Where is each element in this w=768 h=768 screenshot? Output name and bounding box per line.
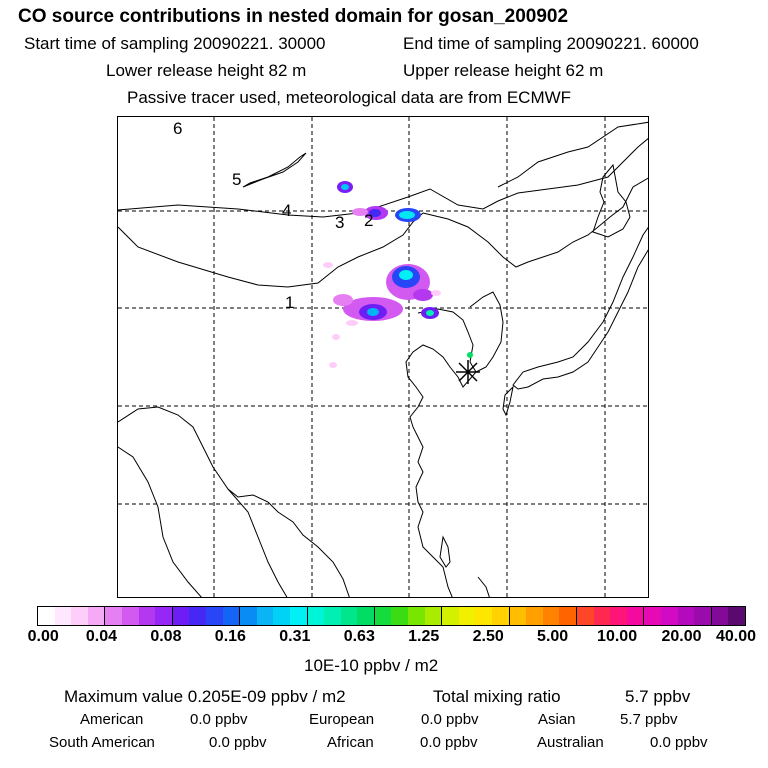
- colorbar-segment: [424, 607, 443, 625]
- region-name-american: American: [80, 711, 144, 728]
- total-mixing-label: Total mixing ratio: [433, 687, 561, 706]
- colorbar-segment: [526, 607, 543, 625]
- colorbar-tick-label: 10.00: [597, 628, 638, 645]
- colorbar-segment: [71, 607, 88, 625]
- start-time: Start time of sampling 20090221. 30000: [24, 34, 326, 53]
- map-canvas: [118, 117, 648, 597]
- colorbar-tick-label: 0.04: [85, 628, 118, 645]
- region-name-european: European: [309, 711, 375, 728]
- coastlines-borders: [118, 121, 648, 597]
- map-panel: 1 2 3 4 5 6: [117, 116, 649, 598]
- colorbar-segment: [475, 607, 493, 625]
- receptor-star-icon: [456, 360, 480, 384]
- upper-release-height: Upper release height 62 m: [403, 61, 604, 80]
- colorbar-segment: [677, 607, 695, 625]
- colorbar-segment: [222, 607, 241, 625]
- trajectory-label-3: 3: [335, 213, 345, 232]
- colorbar-segment: [172, 607, 190, 625]
- colorbar-segment: [660, 607, 678, 625]
- colorbar-segment: [87, 607, 106, 625]
- region-value-asian: 5.7 ppbv: [620, 711, 678, 728]
- colorbar-segment: [307, 607, 325, 625]
- trajectory-label-6: 6: [173, 119, 183, 138]
- colorbar-segment: [340, 607, 358, 625]
- colorbar: [37, 606, 746, 626]
- colorbar-segment: [189, 607, 206, 625]
- trajectory-label-5: 5: [232, 170, 242, 189]
- total-mixing-value: 5.7 ppbv: [625, 687, 691, 706]
- colorbar-segment: [357, 607, 375, 625]
- maximum-value: Maximum value 0.205E-09 ppbv / m2: [64, 687, 346, 706]
- colorbar-segment: [458, 607, 476, 625]
- colorbar-tick-label: 2.50: [472, 628, 504, 645]
- concentration-field: [323, 181, 473, 368]
- colorbar-segment: [324, 607, 341, 625]
- colorbar-segment: [289, 607, 308, 625]
- colorbar-segment: [121, 607, 139, 625]
- colorbar-tick-label: 20.00: [661, 628, 702, 645]
- colorbar-segment: [542, 607, 560, 625]
- colorbar-segment: [593, 607, 611, 625]
- colorbar-segment: [273, 607, 290, 625]
- tracer-note: Passive tracer used, meteorological data…: [127, 88, 572, 107]
- colorbar-segment: [54, 607, 72, 625]
- colorbar-tick-label: 0.16: [214, 628, 246, 645]
- colorbar-segment: [610, 607, 627, 625]
- end-time: End time of sampling 20090221. 60000: [403, 34, 699, 53]
- colorbar-units: 10E-10 ppbv / m2: [304, 656, 439, 675]
- colorbar-segment: [577, 607, 594, 625]
- region-value-african: 0.0 ppbv: [420, 734, 478, 751]
- colorbar-segment: [728, 607, 745, 625]
- colorbar-segment: [374, 607, 392, 625]
- colorbar-segment: [442, 607, 459, 625]
- colorbar-segment: [559, 607, 577, 625]
- colorbar-tick-label: 0.31: [279, 628, 311, 645]
- region-value-south-american: 0.0 ppbv: [209, 734, 267, 751]
- colorbar-segment: [626, 607, 645, 625]
- colorbar-segment: [408, 607, 425, 625]
- trajectory-label-4: 4: [282, 201, 292, 220]
- region-name-australian: Australian: [537, 734, 604, 751]
- colorbar-segment: [138, 607, 156, 625]
- colorbar-tick-label: 40.00: [715, 628, 757, 645]
- region-value-australian: 0.0 ppbv: [650, 734, 708, 751]
- colorbar-segment: [256, 607, 274, 625]
- region-value-european: 0.0 ppbv: [421, 711, 479, 728]
- colorbar-tick-label: 0.00: [27, 628, 59, 645]
- region-name-african: African: [327, 734, 374, 751]
- colorbar-segment: [205, 607, 223, 625]
- colorbar-tick-label: 5.00: [537, 628, 569, 645]
- region-name-asian: Asian: [538, 711, 576, 728]
- region-name-south-american: South American: [49, 734, 155, 751]
- colorbar-segment: [391, 607, 409, 625]
- colorbar-segment: [644, 607, 661, 625]
- colorbar-segment: [105, 607, 122, 625]
- colorbar-segment: [38, 607, 55, 625]
- region-value-american: 0.0 ppbv: [190, 711, 248, 728]
- colorbar-segment: [492, 607, 510, 625]
- colorbar-segment: [155, 607, 173, 625]
- colorbar-tick-label: 0.08: [150, 628, 182, 645]
- colorbar-tick-label: 0.63: [343, 628, 375, 645]
- colorbar-segment: [694, 607, 712, 625]
- colorbar-segment: [711, 607, 729, 625]
- trajectory-label-2: 2: [364, 211, 374, 230]
- colorbar-segment: [509, 607, 527, 625]
- lat-lon-grid: [118, 117, 648, 597]
- colorbar-tick-label: 1.25: [408, 628, 440, 645]
- plot-title: CO source contributions in nested domain…: [18, 6, 569, 27]
- trajectory-label-1: 1: [285, 293, 295, 312]
- lower-release-height: Lower release height 82 m: [106, 61, 307, 80]
- colorbar-segment: [240, 607, 257, 625]
